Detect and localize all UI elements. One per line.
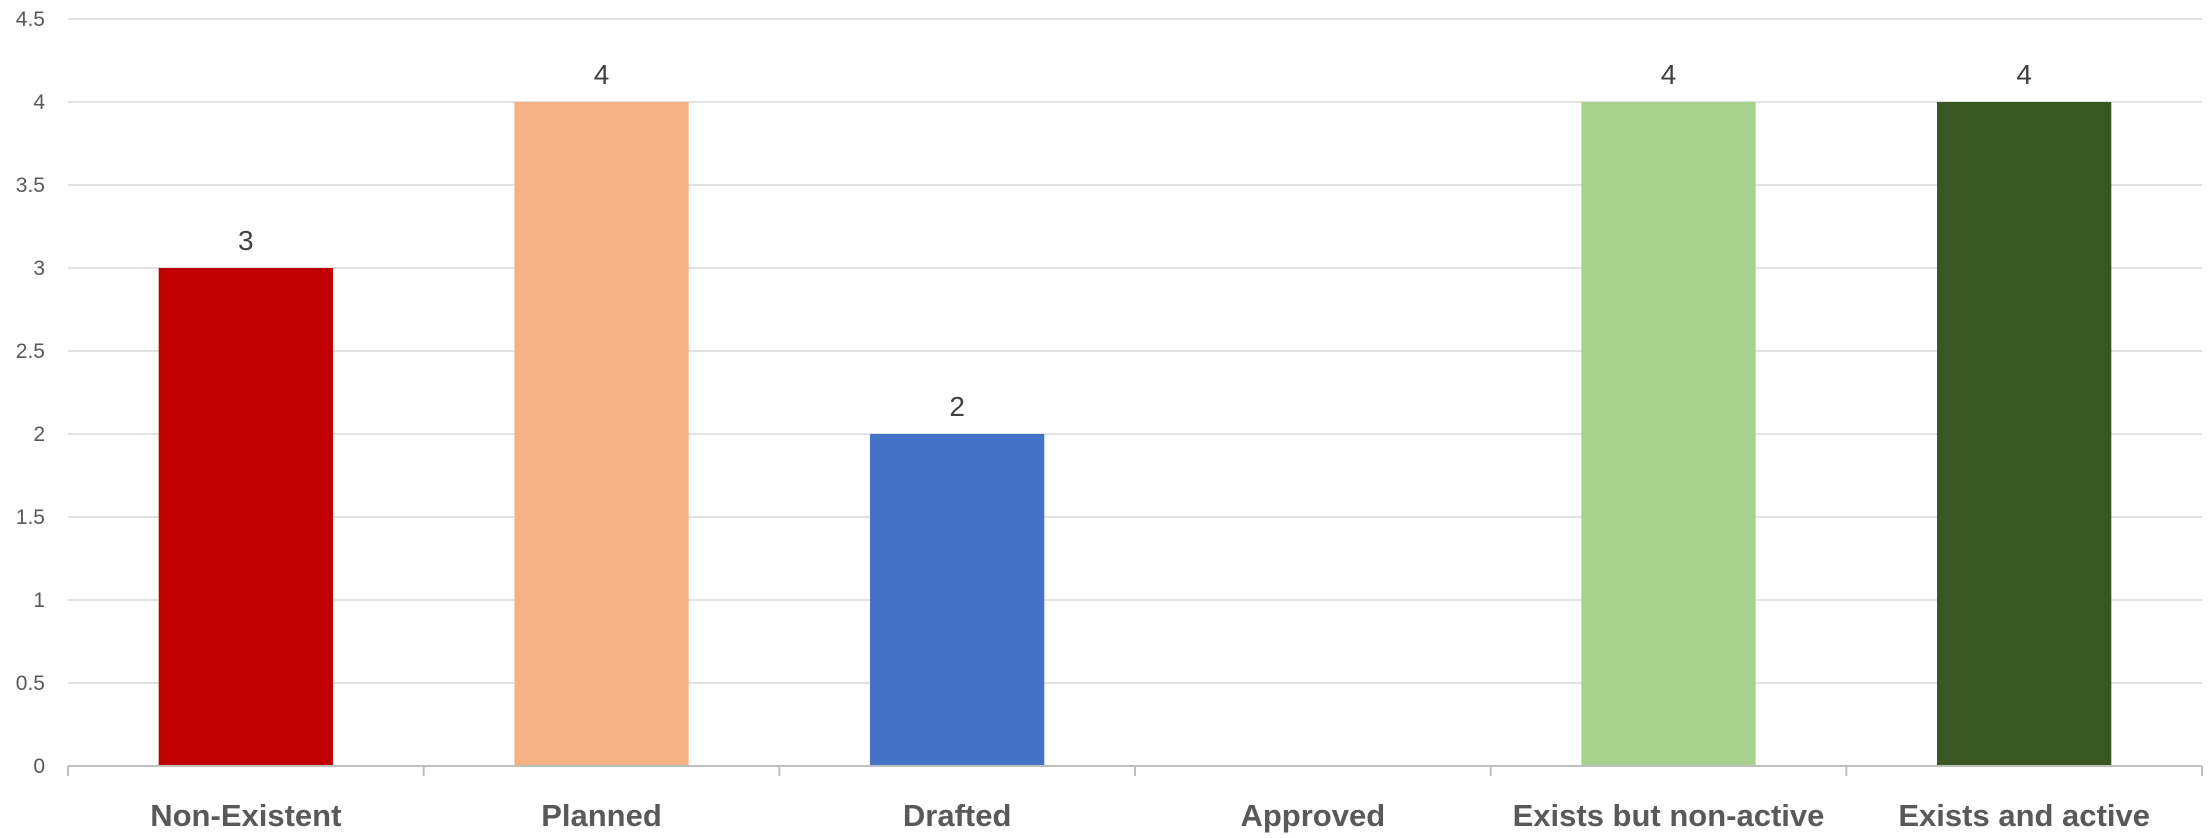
x-tick-label: Exists and active (1898, 798, 2150, 833)
y-tick-label: 0 (33, 755, 45, 778)
x-tick-label: Approved (1240, 798, 1385, 833)
gridlines (68, 18, 2202, 684)
data-label: 3 (238, 225, 254, 256)
x-tick-label: Exists but non-active (1513, 798, 1825, 833)
y-tick-label: 2.5 (16, 340, 45, 363)
bars (158, 102, 2112, 766)
y-tick-label: 4.5 (16, 8, 45, 31)
y-tick-label: 3.5 (16, 174, 45, 197)
x-tick-label: Drafted (903, 798, 1012, 833)
data-label: 4 (1661, 59, 1677, 90)
y-axis-ticks: 0 0.5 1 1.5 2 2.5 3 3.5 4 4.5 (16, 8, 46, 778)
y-tick-label: 1.5 (16, 506, 45, 529)
bar (158, 268, 333, 766)
x-axis (67, 765, 2203, 776)
data-label: 2 (949, 391, 965, 422)
y-tick-label: 0.5 (16, 672, 45, 695)
x-tick-label: Non-Existent (150, 798, 341, 833)
bar (1581, 102, 1756, 766)
y-tick-label: 4 (33, 91, 45, 114)
x-tick-label: Planned (541, 798, 662, 833)
y-tick-label: 3 (33, 257, 45, 280)
y-tick-label: 2 (33, 423, 45, 446)
bar (870, 434, 1045, 766)
data-label: 4 (2016, 59, 2032, 90)
bar (1937, 102, 2112, 766)
data-label: 4 (594, 59, 610, 90)
data-labels: 3 4 2 4 4 (238, 59, 2032, 422)
y-tick-label: 1 (33, 589, 45, 612)
x-axis-ticks: Non-Existent Planned Drafted Approved Exists… (150, 798, 2150, 833)
bar (514, 102, 689, 766)
